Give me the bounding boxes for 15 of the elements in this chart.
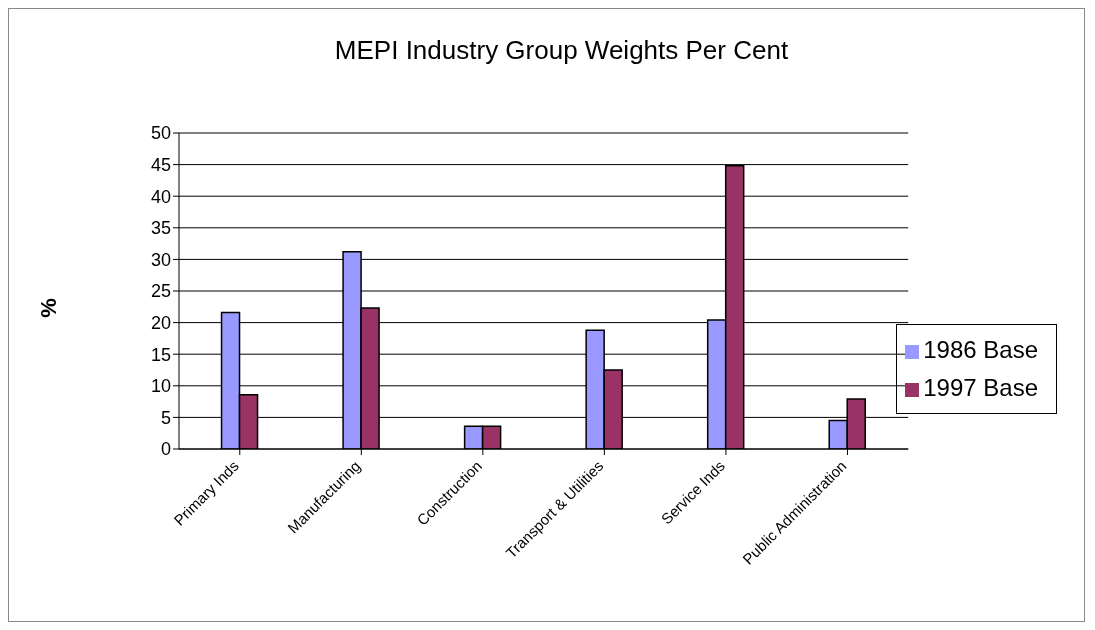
y-tick-label: 20 [150, 312, 171, 333]
y-tick-label: 30 [150, 249, 171, 270]
legend-label: 1997 Base [923, 374, 1038, 401]
y-axis-title: % [35, 298, 62, 318]
y-tick-label: 50 [150, 123, 171, 144]
y-tick-label: 5 [160, 407, 171, 428]
y-tick-label: 35 [150, 218, 171, 239]
chart-title: MEPI Industry Group Weights Per Cent [333, 35, 790, 66]
legend-label: 1986 Base [923, 336, 1038, 363]
y-tick-label: 15 [150, 344, 171, 365]
y-tick-label: 25 [150, 281, 171, 302]
y-tick-label: 45 [150, 154, 171, 175]
y-tick-label: 0 [160, 439, 171, 460]
y-tick-label: 40 [150, 186, 171, 207]
y-tick-label: 10 [150, 376, 171, 397]
